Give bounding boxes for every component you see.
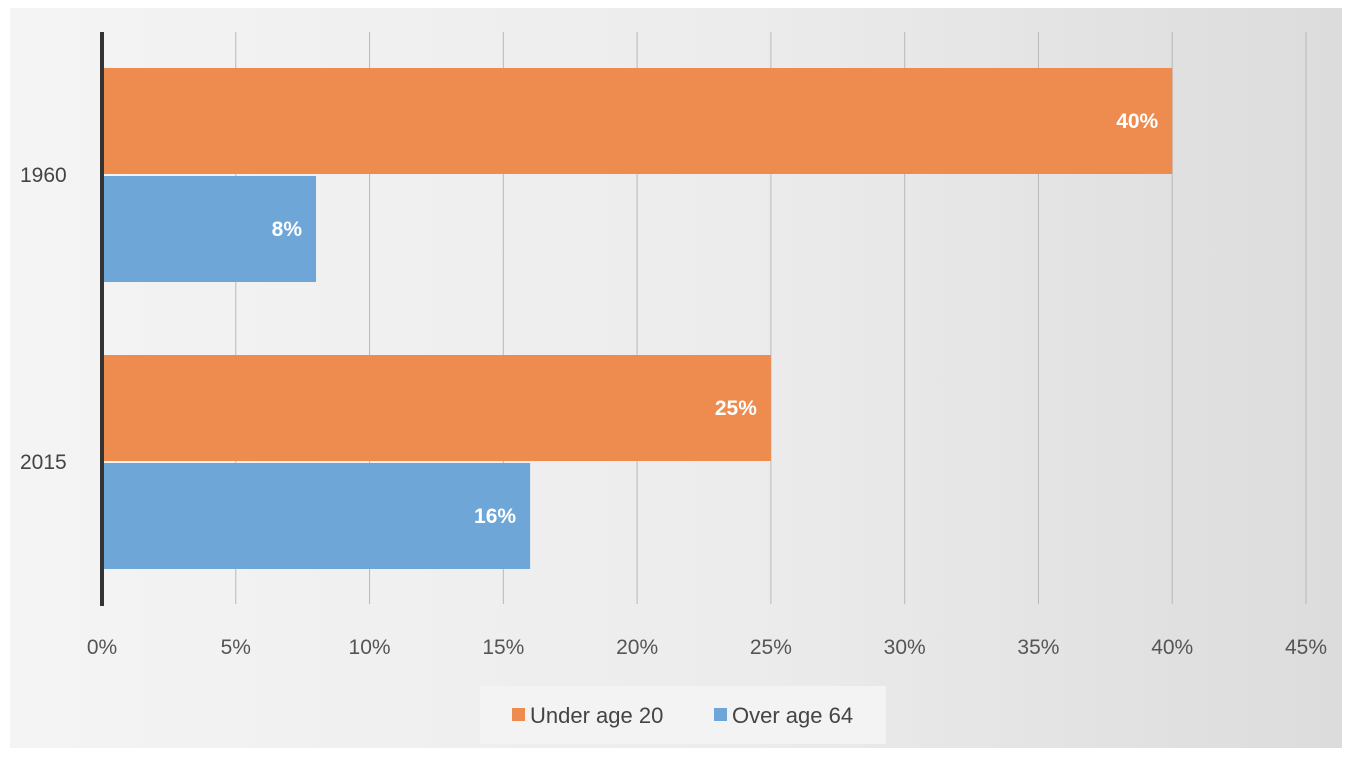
x-tick-label: 40% [1151,636,1193,659]
data-label: 8% [272,218,303,241]
y-category-label: 1960 [20,164,67,187]
x-tick-label: 5% [221,636,251,659]
data-label: 40% [1116,110,1158,133]
data-label: 16% [474,505,516,528]
legend: Under age 20 Over age 64 [480,686,886,744]
y-category-label: 2015 [20,451,67,474]
legend-swatch [512,708,525,721]
data-label: 25% [715,397,757,420]
x-tick-label: 45% [1285,636,1327,659]
x-tick-label: 35% [1017,636,1059,659]
legend-swatch [714,708,727,721]
axes: 0% 5% 10% 15% 20% 25% 30% 35% 40% 45% 1960 2015 [20,32,1327,659]
bar [102,463,531,569]
x-tick-label: 20% [616,636,658,659]
legend-box [480,686,886,744]
legend-label: Under age 20 [530,703,663,728]
legend-label: Over age 64 [732,703,853,728]
bar-chart: 40% 8% 25% 16% 0% 5% 10% 15% 20% 25% 30% 35% 40% 45%… [20,32,1327,744]
bars [102,68,1173,569]
x-tick-label: 15% [482,636,524,659]
x-tick-label: 10% [349,636,391,659]
x-tick-label: 30% [884,636,926,659]
x-tick-label: 0% [87,636,117,659]
bar [102,176,317,282]
x-tick-label: 25% [750,636,792,659]
data-labels: 40% 8% 25% 16% [272,110,1159,528]
chart-area: 40% 8% 25% 16% 0% 5% 10% 15% 20% 25% 30% 35% 40% 45%… [10,8,1342,748]
bar [102,355,771,461]
bar [102,68,1173,174]
